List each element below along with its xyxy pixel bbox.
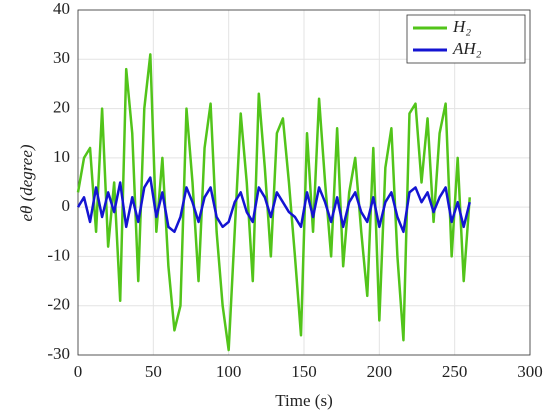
x-tick-label: 200 <box>367 362 393 381</box>
legend-box <box>406 14 526 64</box>
y-tick-label: -20 <box>47 295 70 314</box>
y-axis-label: eθ (degree) <box>17 144 36 221</box>
legend-label: H₂ <box>452 17 471 36</box>
y-tick-label: 10 <box>53 147 70 166</box>
x-tick-label: 150 <box>291 362 317 381</box>
y-tick-label: 20 <box>53 97 70 116</box>
x-tick-label: 100 <box>216 362 242 381</box>
x-axis-label: Time (s) <box>275 391 332 410</box>
y-tick-label: 40 <box>53 0 70 18</box>
plot-frame <box>77 9 531 356</box>
y-tick-label: 0 <box>62 196 71 215</box>
y-tick-label: 30 <box>53 48 70 67</box>
series-line <box>76 53 471 352</box>
y-tick-label: -30 <box>47 344 70 363</box>
x-tick-label: 300 <box>517 362 543 381</box>
legend-label: AH₂ <box>452 39 482 58</box>
series-line <box>76 176 471 234</box>
x-tick-label: 250 <box>442 362 468 381</box>
x-tick-label: 0 <box>74 362 83 381</box>
x-tick-label: 50 <box>145 362 162 381</box>
y-tick-label: -10 <box>47 245 70 264</box>
